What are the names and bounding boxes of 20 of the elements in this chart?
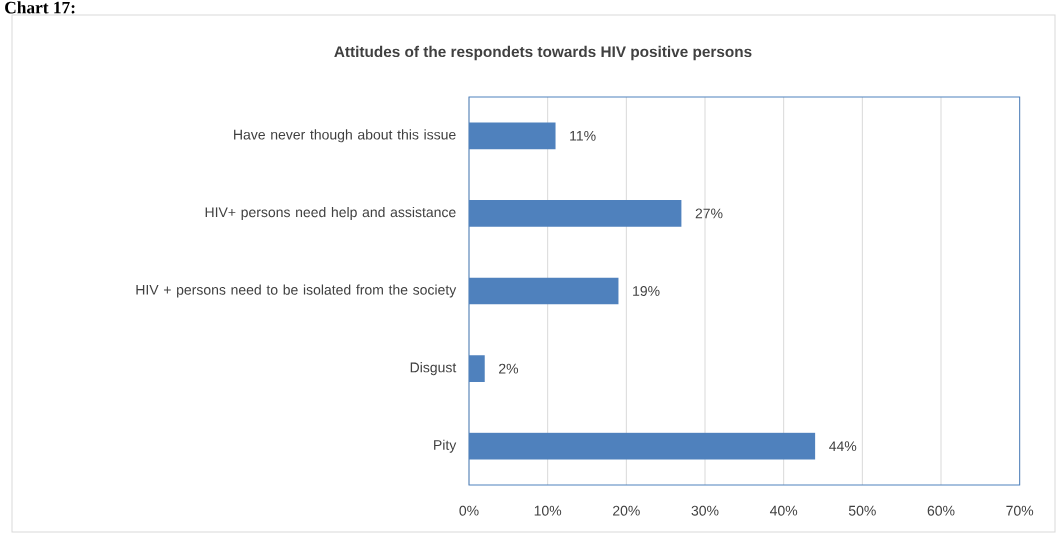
x-tick-label: 60% (927, 505, 955, 516)
x-tick-label: 20% (613, 505, 640, 516)
x-tick-label: 0% (459, 505, 479, 516)
x-tick-label: 70% (1006, 505, 1034, 516)
y-tick-label: Pity (434, 439, 457, 453)
data-label: 2% (499, 363, 519, 374)
y-tick-label: HIV+ persons need help and assistance (205, 206, 456, 220)
data-label: 19% (633, 286, 660, 296)
data-label: 44% (829, 441, 857, 452)
caption: Chart 17: (5, 1, 75, 14)
y-tick-label: Have never though about this issue (234, 129, 456, 143)
data-label: 27% (695, 208, 723, 219)
x-tick-label: 30% (691, 505, 719, 516)
x-tick-label: 40% (769, 505, 798, 516)
chart-title: Attitudes of the respondets towards HIV positive persons (334, 45, 752, 61)
y-tick-label: Disgust (410, 362, 457, 376)
y-tick-label: HIV + persons need to be isolated from the society (136, 284, 457, 298)
x-tick-label: 50% (848, 505, 876, 516)
data-label: 11% (570, 130, 596, 141)
x-tick-label: 10% (534, 505, 562, 516)
